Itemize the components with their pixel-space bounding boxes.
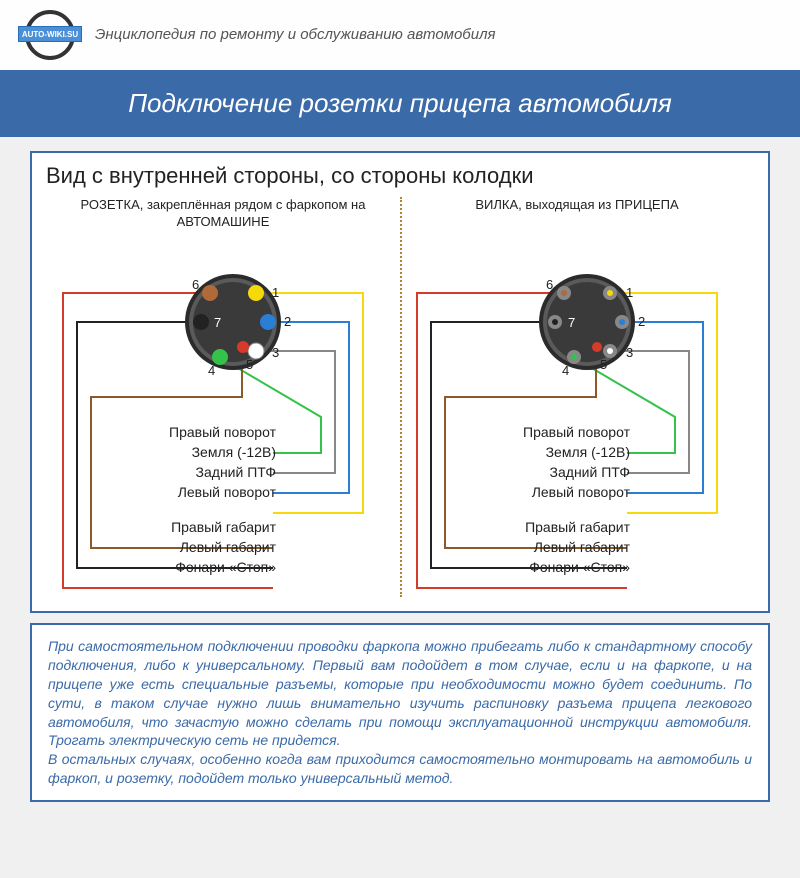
label-left-turn: Левый поворот — [400, 482, 630, 502]
svg-text:1: 1 — [272, 285, 279, 300]
note-paragraph-2: В остальных случаях, особенно когда вам … — [48, 750, 752, 788]
socket-diagram: РОЗЕТКА, закреплённая рядом с фаркопом н… — [46, 197, 400, 597]
svg-text:4: 4 — [562, 363, 569, 378]
svg-text:7: 7 — [214, 315, 221, 330]
label-stop-lights: Фонари «Стоп» — [46, 557, 276, 577]
label-ground: Земля (-12В) — [46, 442, 276, 462]
plug-subtitle: ВИЛКА, выходящая из ПРИЦЕПА — [400, 197, 754, 233]
svg-text:6: 6 — [546, 277, 553, 292]
label-right-marker: Правый габарит — [46, 517, 276, 537]
page-title: Подключение розетки прицепа автомобиля — [0, 70, 800, 137]
label-right-marker: Правый габарит — [400, 517, 630, 537]
site-logo: AUTO-WIKI.SU — [20, 8, 80, 63]
label-ground: Земля (-12В) — [400, 442, 630, 462]
socket-labels-group1: Правый поворот Земля (-12В) Задний ПТФ Л… — [46, 422, 276, 502]
socket-subtitle: РОЗЕТКА, закреплённая рядом с фаркопом н… — [46, 197, 400, 233]
label-stop-lights: Фонари «Стоп» — [400, 557, 630, 577]
label-rear-fog: Задний ПТФ — [400, 462, 630, 482]
label-right-turn: Правый поворот — [46, 422, 276, 442]
diagram-panel: Вид с внутренней стороны, со стороны кол… — [30, 151, 770, 613]
note-panel: При самостоятельном подключении проводки… — [30, 623, 770, 802]
svg-text:4: 4 — [208, 363, 215, 378]
svg-text:7: 7 — [568, 315, 575, 330]
diagram-main-title: Вид с внутренней стороны, со стороны кол… — [46, 163, 754, 189]
socket-labels-group2: Правый габарит Левый габарит Фонари «Сто… — [46, 517, 276, 577]
svg-text:5: 5 — [600, 357, 607, 372]
svg-text:6: 6 — [192, 277, 199, 292]
header: AUTO-WIKI.SU Энциклопедия по ремонту и о… — [0, 0, 800, 70]
svg-text:2: 2 — [638, 314, 645, 329]
note-paragraph-1: При самостоятельном подключении проводки… — [48, 637, 752, 750]
label-right-turn: Правый поворот — [400, 422, 630, 442]
label-left-turn: Левый поворот — [46, 482, 276, 502]
svg-text:1: 1 — [626, 285, 633, 300]
svg-text:2: 2 — [284, 314, 291, 329]
svg-text:3: 3 — [272, 345, 279, 360]
plug-labels-group1: Правый поворот Земля (-12В) Задний ПТФ Л… — [400, 422, 630, 502]
svg-text:3: 3 — [626, 345, 633, 360]
plug-diagram: ВИЛКА, выходящая из ПРИЦЕПА 1 2 3 4 5 — [400, 197, 754, 597]
diagrams-row: РОЗЕТКА, закреплённая рядом с фаркопом н… — [46, 197, 754, 597]
svg-text:5: 5 — [246, 357, 253, 372]
header-subtitle: Энциклопедия по ремонту и обслуживанию а… — [95, 25, 496, 45]
label-left-marker: Левый габарит — [400, 537, 630, 557]
logo-text: AUTO-WIKI.SU — [18, 26, 82, 42]
label-rear-fog: Задний ПТФ — [46, 462, 276, 482]
label-left-marker: Левый габарит — [46, 537, 276, 557]
plug-labels-group2: Правый габарит Левый габарит Фонари «Сто… — [400, 517, 630, 577]
